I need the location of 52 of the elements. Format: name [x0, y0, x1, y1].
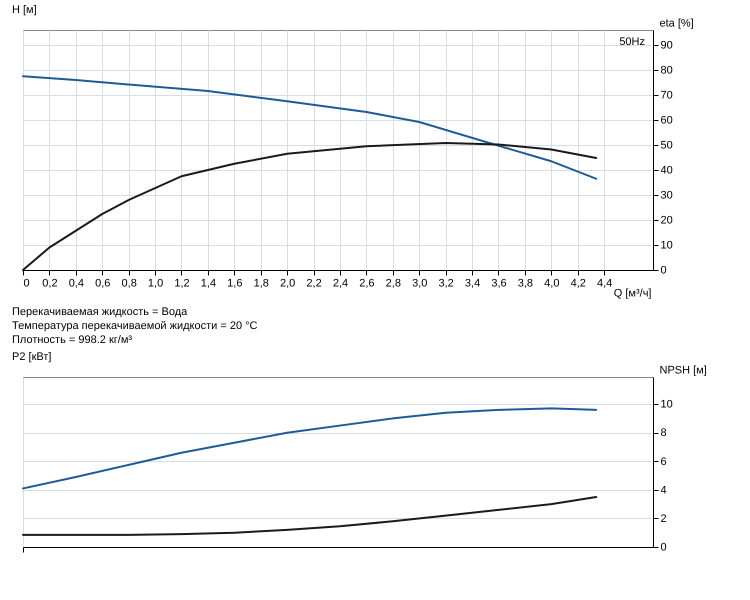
- y2-tick-label: 8: [660, 427, 667, 440]
- y2-tick-label: 90: [660, 40, 673, 52]
- x-tick-label: 2,8: [386, 278, 401, 290]
- x-tick-label: 4,2: [570, 278, 586, 290]
- x-axis-title: Q [м³/ч]: [614, 288, 652, 300]
- line-series: [22, 496, 598, 536]
- y2-tick-label: 20: [660, 214, 673, 226]
- y2-tick-label: 6: [660, 456, 667, 468]
- x-tick-label: 1,8: [254, 278, 269, 290]
- x-tick-label: 3,2: [438, 278, 454, 290]
- x-tick-label: 3,0: [412, 278, 428, 290]
- chart-title: P2 [кВт]: [12, 351, 52, 363]
- line-series: [22, 75, 598, 180]
- y2-axis-title: NPSH [м]: [660, 364, 707, 376]
- x-tick-label: 1,6: [227, 278, 242, 290]
- x-tick-label: 1,2: [174, 278, 190, 290]
- text: Плотность = 998.2 кг/м³: [12, 334, 132, 346]
- x-tick-label: 0,6: [95, 278, 110, 290]
- y2-tick-label: 2: [660, 512, 667, 525]
- y2-tick-label: 80: [660, 64, 673, 76]
- x-tick-label: 0,2: [42, 278, 58, 290]
- line-series: [22, 142, 598, 271]
- annotation: 50Hz: [619, 36, 645, 48]
- x-tick-label: 2,4: [332, 278, 348, 290]
- text: Температура перекачиваемой жидкости = 20 °C: [12, 320, 258, 332]
- x-tick-label: 2,6: [359, 278, 375, 290]
- x-tick-label: 3,4: [464, 278, 480, 290]
- y2-tick-label: 50: [660, 140, 673, 152]
- x-tick-label: 2,0: [280, 278, 296, 290]
- y2-tick-label: 40: [660, 164, 673, 176]
- y2-tick-label: 10: [660, 398, 673, 411]
- y2-tick-label: 60: [660, 114, 673, 126]
- y2-tick-label: 0: [660, 264, 667, 276]
- y2-tick-label: 4: [660, 484, 667, 496]
- x-tick-label: 1,0: [148, 278, 164, 290]
- y2-tick-label: 30: [660, 190, 673, 202]
- x-tick-label: 0,8: [122, 278, 137, 290]
- text: Перекачиваемая жидкость = Вода: [12, 306, 188, 318]
- y2-tick-label: 0: [660, 542, 667, 554]
- line-series: [22, 407, 598, 490]
- y2-tick-label: 10: [660, 240, 673, 252]
- x-tick-label: 3,6: [491, 278, 507, 290]
- x-tick-label: 4,4: [596, 278, 612, 290]
- chart-title: H [м]: [12, 4, 37, 16]
- x-tick-label: 0: [24, 278, 30, 290]
- y2-tick-label: 70: [660, 90, 673, 102]
- x-tick-label: 3,8: [518, 278, 534, 290]
- x-tick-label: 0,4: [68, 278, 84, 290]
- x-tick-label: 1,4: [200, 278, 216, 290]
- x-tick-label: 2,2: [306, 278, 322, 290]
- y2-axis-title: eta [%]: [660, 18, 694, 30]
- x-tick-label: 4,0: [544, 278, 560, 290]
